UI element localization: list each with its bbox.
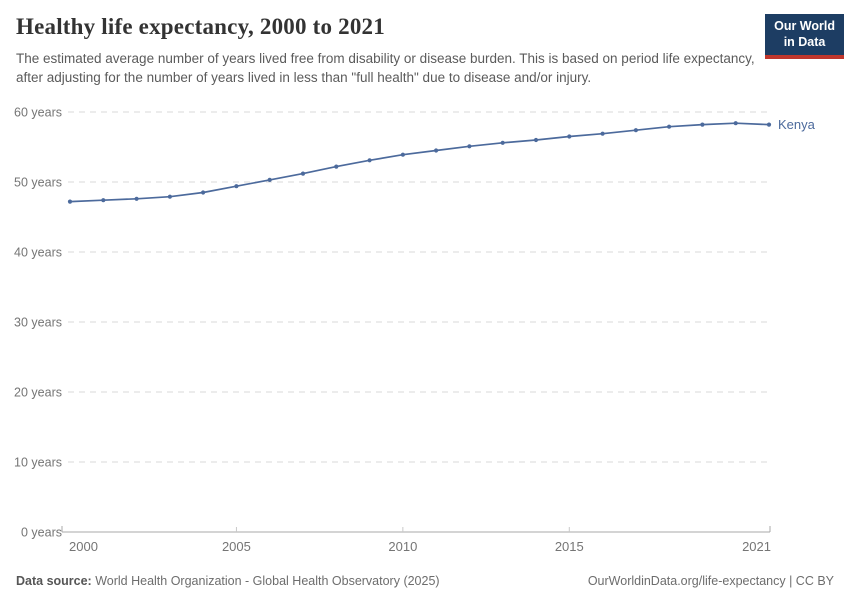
- data-source-value: World Health Organization - Global Healt…: [91, 574, 440, 588]
- x-tick-label: 2000: [69, 539, 98, 554]
- data-point-marker[interactable]: [134, 196, 139, 201]
- chart-header: Healthy life expectancy, 2000 to 2021 Th…: [0, 0, 850, 88]
- data-point-marker[interactable]: [201, 190, 206, 195]
- data-point-marker[interactable]: [367, 158, 372, 163]
- data-point-marker[interactable]: [101, 198, 106, 203]
- data-point-marker[interactable]: [467, 144, 472, 149]
- data-point-marker[interactable]: [600, 131, 605, 136]
- owid-logo-line1: Our World: [774, 19, 835, 33]
- data-point-marker[interactable]: [334, 164, 339, 169]
- data-source-label: Data source:: [16, 574, 92, 588]
- chart-footer: Data source: World Health Organization -…: [16, 574, 834, 588]
- x-tick-label: 2005: [222, 539, 251, 554]
- page-title: Healthy life expectancy, 2000 to 2021: [16, 14, 385, 39]
- data-point-marker[interactable]: [500, 140, 505, 145]
- data-point-marker[interactable]: [533, 137, 539, 143]
- data-point-marker[interactable]: [267, 177, 272, 182]
- data-point-marker[interactable]: [434, 148, 439, 153]
- data-point-marker[interactable]: [300, 171, 306, 176]
- y-tick-label: 50 years: [14, 176, 62, 190]
- data-point-marker[interactable]: [234, 184, 239, 189]
- x-tick-label: 2015: [555, 539, 584, 554]
- y-tick-label: 60 years: [14, 106, 62, 120]
- credit-link[interactable]: OurWorldinData.org/life-expectancy | CC …: [587, 574, 834, 588]
- y-tick-label: 10 years: [14, 456, 62, 470]
- x-tick-label: 2010: [388, 539, 417, 554]
- series-entity-label[interactable]: Kenya: [778, 117, 816, 132]
- data-point-marker[interactable]: [667, 124, 672, 129]
- data-point-marker[interactable]: [167, 194, 172, 199]
- chart-subtitle: The estimated average number of years li…: [16, 51, 755, 86]
- chart-area: 0 years 10 years 20 years 30 years 40 years 5…: [0, 95, 850, 565]
- owid-logo[interactable]: Our World in Data: [765, 14, 844, 60]
- data-source: Data source: World Health Organization -…: [16, 574, 440, 588]
- data-point-marker[interactable]: [700, 122, 705, 127]
- data-point-marker[interactable]: [733, 121, 738, 126]
- y-tick-label: 40 years: [14, 246, 62, 260]
- data-point-marker[interactable]: [633, 128, 639, 133]
- chart-svg: 0 years 10 years 20 years 30 years 40 years 5…: [14, 106, 816, 555]
- x-tick-label: 2021: [742, 539, 771, 554]
- data-point-marker[interactable]: [766, 122, 772, 127]
- data-point-marker[interactable]: [400, 152, 405, 157]
- data-point-marker[interactable]: [67, 199, 73, 204]
- owid-logo-line2: in Data: [783, 34, 826, 49]
- y-tick-label: 20 years: [14, 386, 62, 400]
- y-tick-label: 30 years: [14, 316, 62, 330]
- data-point-marker[interactable]: [567, 134, 572, 139]
- series-line: [69, 122, 770, 203]
- y-tick-label: 0 years: [21, 526, 62, 540]
